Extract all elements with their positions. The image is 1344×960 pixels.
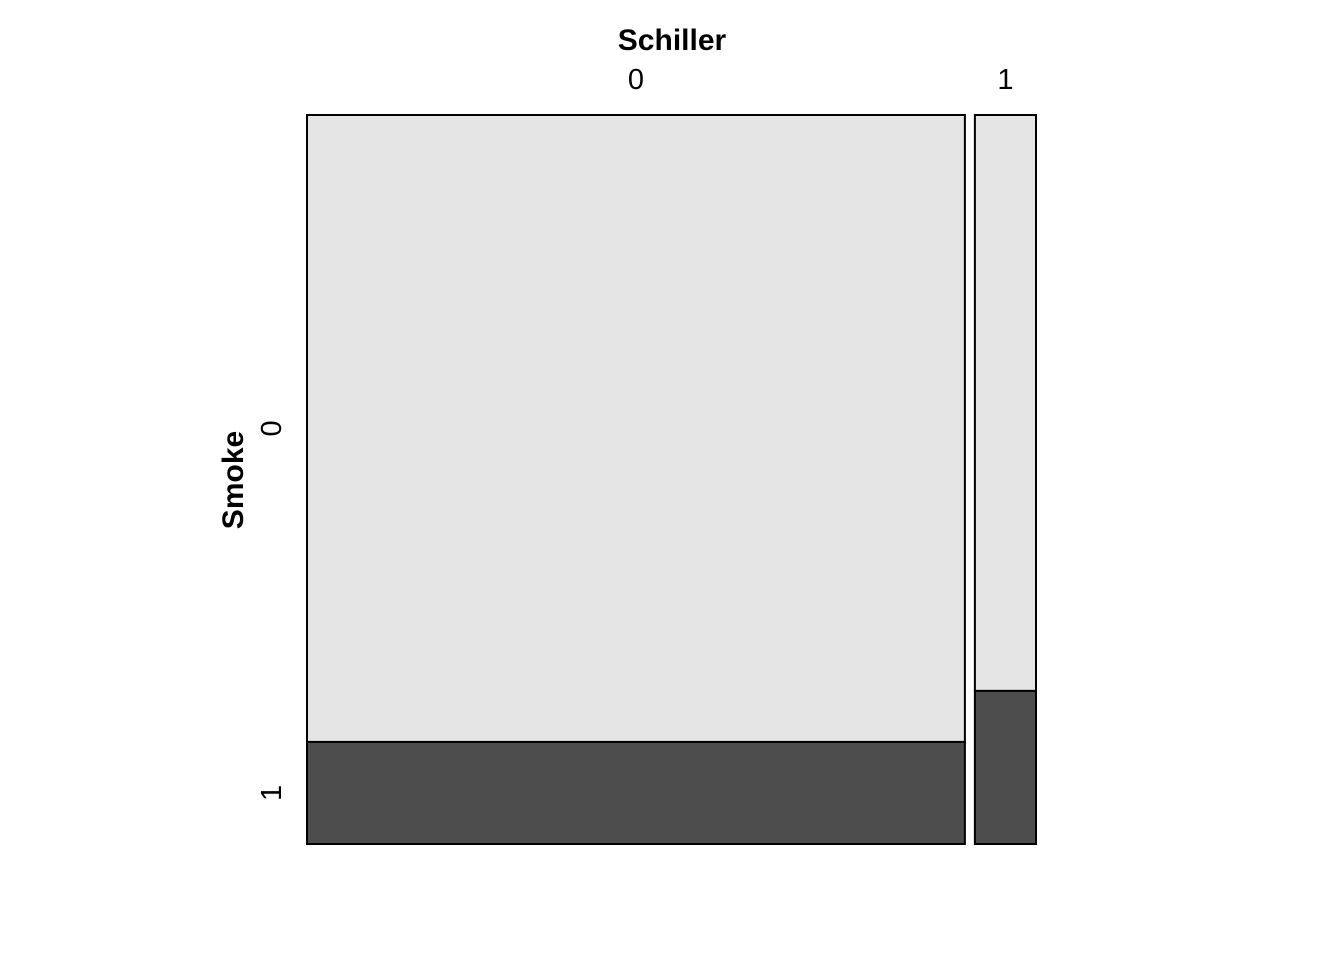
x-tick-label: 1 <box>997 64 1013 96</box>
mosaic-cell-schiller-0-smoke-0 <box>306 114 966 743</box>
x-axis-title: Schiller <box>618 24 727 57</box>
mosaic-cells <box>306 114 1038 845</box>
mosaic-cell-schiller-1-smoke-1 <box>973 689 1038 845</box>
y-axis-title: Smoke <box>217 431 250 529</box>
tick-labels: 0 1 0 1 <box>256 64 1014 801</box>
y-tick-label: 1 <box>256 785 288 801</box>
mosaic-cell-schiller-0-smoke-1 <box>306 740 966 845</box>
mosaic-cell-schiller-1-smoke-0 <box>973 114 1038 692</box>
x-tick-label: 0 <box>628 64 644 96</box>
y-tick-label: 0 <box>256 420 288 436</box>
